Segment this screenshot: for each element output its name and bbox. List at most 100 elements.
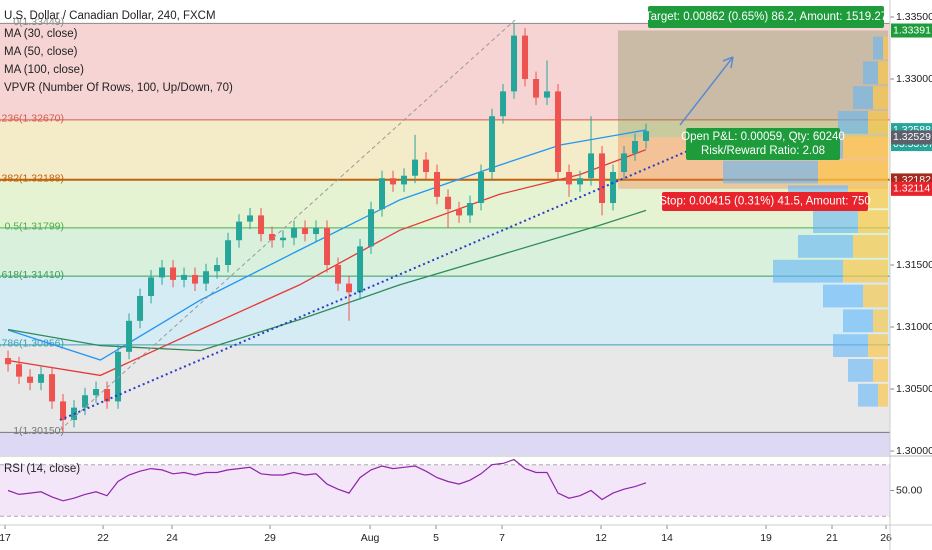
candle-body (203, 271, 210, 284)
vpvr-down (818, 160, 888, 184)
fib-band (0, 276, 890, 345)
y-tick-label: 1.30000 (896, 445, 932, 457)
candle-body (566, 172, 573, 185)
x-tick-label: 14 (661, 532, 673, 544)
candle-body (489, 116, 496, 173)
trend-line (59, 149, 691, 421)
ma-line (7, 129, 647, 361)
candle-body (38, 374, 45, 383)
vpvr-down (873, 309, 888, 333)
candle-body (632, 141, 639, 154)
candle-body (214, 265, 221, 272)
y-tick-label: 1.31500 (896, 259, 932, 271)
fib-band (0, 23, 890, 120)
x-tick-label: 12 (595, 532, 607, 544)
x-tick-label: Aug (361, 532, 380, 544)
x-tick-label: 17 (0, 532, 11, 544)
overlay-layer: 1.33500 1.33000 1.31500 1.31000 1.30500 1.300… (0, 6, 932, 544)
candle-body (181, 274, 188, 280)
target-box (648, 6, 884, 28)
target-tag-label: 1.33391 (893, 24, 931, 36)
entry-tag-label: 1.32529 (893, 131, 931, 143)
fib-label: 0.236(1.32670) (0, 113, 64, 125)
candle-body (511, 35, 518, 92)
target-text: Target: 0.00862 (0.65%) 86.2, Amount: 15… (645, 11, 887, 23)
fib-label: 0.786(1.30856) (0, 338, 64, 350)
x-tick-label: 29 (264, 532, 276, 544)
candle-body (126, 320, 133, 352)
y-tick-label: 1.30500 (896, 383, 932, 395)
candle-body (357, 246, 364, 293)
candle-body (588, 153, 595, 179)
candle-body (368, 209, 375, 247)
vpvr-up (863, 61, 878, 85)
candle-body (258, 215, 265, 235)
candle-body (104, 389, 111, 402)
vpvr-down (868, 110, 888, 134)
candle-body (434, 172, 441, 197)
vpvr-down (843, 135, 888, 159)
candle-body (423, 159, 430, 173)
candle-body (335, 265, 342, 284)
legend-entry: MA (30, close) (4, 28, 78, 40)
candle-body (390, 178, 397, 185)
candle-body (137, 296, 144, 321)
x-tick-label: 5 (433, 532, 439, 544)
fib-label: 0.618(1.31410) (0, 269, 64, 281)
candle-body (500, 91, 507, 117)
plot-layer (5, 23, 650, 433)
candle-body (599, 153, 606, 204)
vpvr-down (853, 235, 888, 258)
candle-body (291, 227, 298, 238)
candle-body (643, 131, 650, 142)
candle-body (610, 172, 617, 204)
rsi-band (0, 464, 890, 517)
fib-label: 0.382(1.32188) (0, 172, 64, 184)
legend-entry: MA (50, close) (4, 46, 78, 58)
y-tick-label: 1.31000 (896, 321, 932, 333)
vpvr-down (863, 284, 888, 308)
x-tick-label: 21 (826, 532, 838, 544)
candle-body (478, 172, 485, 204)
y-tick-label: 1.33500 (896, 11, 932, 23)
candle-body (49, 374, 56, 402)
vpvr-down (873, 359, 888, 382)
vpvr-up (848, 359, 873, 382)
stop-box (662, 192, 868, 211)
candle-body (82, 395, 89, 408)
candle-body (225, 240, 232, 266)
y-tick-label: 1.33000 (896, 73, 932, 85)
candle-body (148, 277, 155, 297)
fib-label: 0.5(1.31799) (4, 221, 64, 233)
chart-title: U.S. Dollar / Canadian Dollar, 240, FXCM (4, 10, 216, 22)
fib-label: 0(1.33449) (13, 16, 64, 28)
candle-body (467, 203, 474, 216)
candle-body (159, 267, 166, 278)
vpvr-up (723, 160, 818, 184)
rr-text: Risk/Reward Ratio: 2.08 (701, 145, 825, 157)
arrow (679, 56, 734, 126)
fib-layer: 0(1.33449) 0.236(1.32670) 0.382(1.32188) 0.… (0, 16, 890, 455)
candle-body (346, 283, 353, 293)
candle-body (621, 153, 628, 173)
candle-body (60, 401, 67, 421)
candle-body (445, 196, 452, 210)
fib-band (0, 227, 890, 277)
candle-body (379, 178, 386, 210)
candle-body (192, 274, 199, 284)
vpvr-up (833, 334, 868, 358)
candle-body (302, 227, 309, 235)
x-tick-label: 22 (97, 532, 109, 544)
vpvr-down (868, 334, 888, 358)
candle-body (280, 237, 287, 241)
x-tick-label: 24 (166, 532, 178, 544)
target-tag (891, 23, 932, 38)
candle-body (16, 364, 23, 377)
pnl-text: Open P&L: 0.00059, Qty: 60240 (681, 131, 845, 143)
entry-tag (891, 130, 932, 145)
rsi-legend: RSI (14, close) (4, 463, 80, 475)
candle-body (555, 91, 562, 173)
candle-body (313, 227, 320, 235)
vpvr-up (798, 235, 853, 258)
